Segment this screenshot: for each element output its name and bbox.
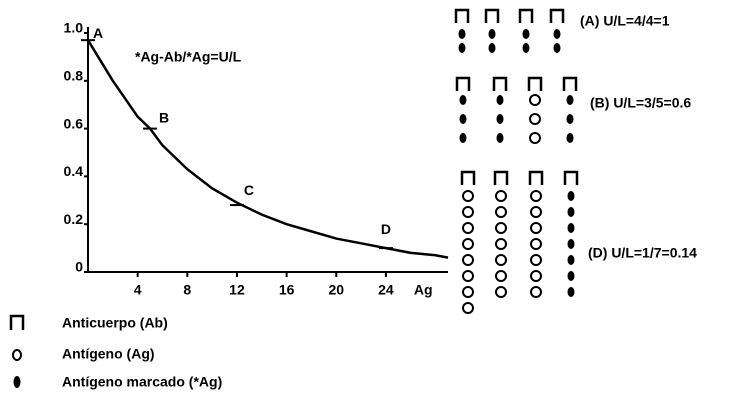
y-tick-label: 0.4 (64, 163, 84, 179)
x-tick-label: 24 (378, 282, 394, 298)
labeled-antigen (523, 43, 530, 53)
antibody (564, 78, 576, 91)
antigen (531, 287, 541, 297)
antigen (496, 191, 506, 201)
labeled-antigen (554, 29, 561, 39)
point-label: B (159, 109, 169, 125)
antibody (495, 172, 507, 185)
labeled-antigen (497, 114, 504, 124)
labeled-antigen (489, 43, 496, 53)
labeled-antigen (460, 114, 467, 124)
antigen (463, 287, 473, 297)
y-tick-label: 0 (75, 259, 83, 275)
legend-icon (11, 316, 23, 330)
formula: *Ag-Ab/*Ag=U/L (135, 49, 242, 65)
point-label: D (381, 221, 391, 237)
labeled-antigen (568, 287, 575, 297)
antibody (565, 172, 577, 185)
antigen (496, 287, 506, 297)
antigen (496, 223, 506, 233)
antibody (486, 10, 498, 23)
antibody (494, 78, 506, 91)
x-tick-label: 12 (229, 282, 245, 298)
antigen (463, 303, 473, 313)
labeled-antigen (489, 29, 496, 39)
labeled-antigen (523, 29, 530, 39)
antibody (520, 10, 532, 23)
antigen (463, 239, 473, 249)
antigen (463, 255, 473, 265)
labeled-antigen (497, 95, 504, 105)
x-axis-label: Ag (414, 282, 433, 298)
antigen (531, 191, 541, 201)
labeled-antigen (567, 95, 574, 105)
antigen (463, 191, 473, 201)
point-label: A (93, 25, 103, 41)
antigen (531, 239, 541, 249)
antibody (456, 10, 468, 23)
antigen (531, 223, 541, 233)
data-line (88, 40, 448, 257)
antigen (530, 114, 540, 124)
antibody (457, 78, 469, 91)
figure: *Ag-Ab/*Ag=U/L (A) U/L=4/4=1 (B) U/L=3/5… (0, 0, 753, 412)
legend-icon (14, 376, 21, 388)
labeled-antigen (497, 133, 504, 143)
antigen (531, 255, 541, 265)
antigen (463, 207, 473, 217)
antigen (496, 255, 506, 265)
antigen (531, 207, 541, 217)
labeled-antigen (568, 223, 575, 233)
x-tick-label: 20 (328, 282, 344, 298)
labeled-antigen (568, 255, 575, 265)
x-tick-label: 4 (134, 282, 142, 298)
antigen (463, 223, 473, 233)
labeled-antigen (567, 133, 574, 143)
labeled-antigen (567, 114, 574, 124)
legend-text: Antígeno marcado (*Ag) (62, 374, 222, 390)
antibody (551, 10, 563, 23)
antigen (496, 239, 506, 249)
labeled-antigen (568, 271, 575, 281)
group-label: (B) U/L=3/5=0.6 (590, 95, 691, 111)
point-label: C (244, 182, 254, 198)
antigen (463, 271, 473, 281)
labeled-antigen (568, 207, 575, 217)
labeled-antigen (460, 95, 467, 105)
legend-icon (13, 350, 21, 360)
group-label: (A) U/L=4/4=1 (580, 13, 670, 29)
y-tick-label: 0.8 (64, 68, 84, 84)
group-label: (D) U/L=1/7=0.14 (588, 245, 697, 261)
legend-text: Anticuerpo (Ab) (62, 315, 168, 331)
labeled-antigen (554, 43, 561, 53)
y-tick-label: 0.2 (64, 211, 84, 227)
antigen (530, 133, 540, 143)
y-tick-label: 0.6 (64, 115, 84, 131)
labeled-antigen (460, 133, 467, 143)
x-tick-label: 8 (183, 282, 191, 298)
labeled-antigen (568, 191, 575, 201)
antigen (496, 207, 506, 217)
antigen (496, 271, 506, 281)
labeled-antigen (568, 239, 575, 249)
antibody (462, 172, 474, 185)
antibody (530, 172, 542, 185)
labeled-antigen (459, 43, 466, 53)
y-tick-label: 1.0 (64, 20, 84, 36)
x-tick-label: 16 (279, 282, 295, 298)
antigen (531, 271, 541, 281)
antibody (529, 78, 541, 91)
legend-text: Antígeno (Ag) (62, 346, 155, 362)
labeled-antigen (459, 29, 466, 39)
antigen (530, 95, 540, 105)
